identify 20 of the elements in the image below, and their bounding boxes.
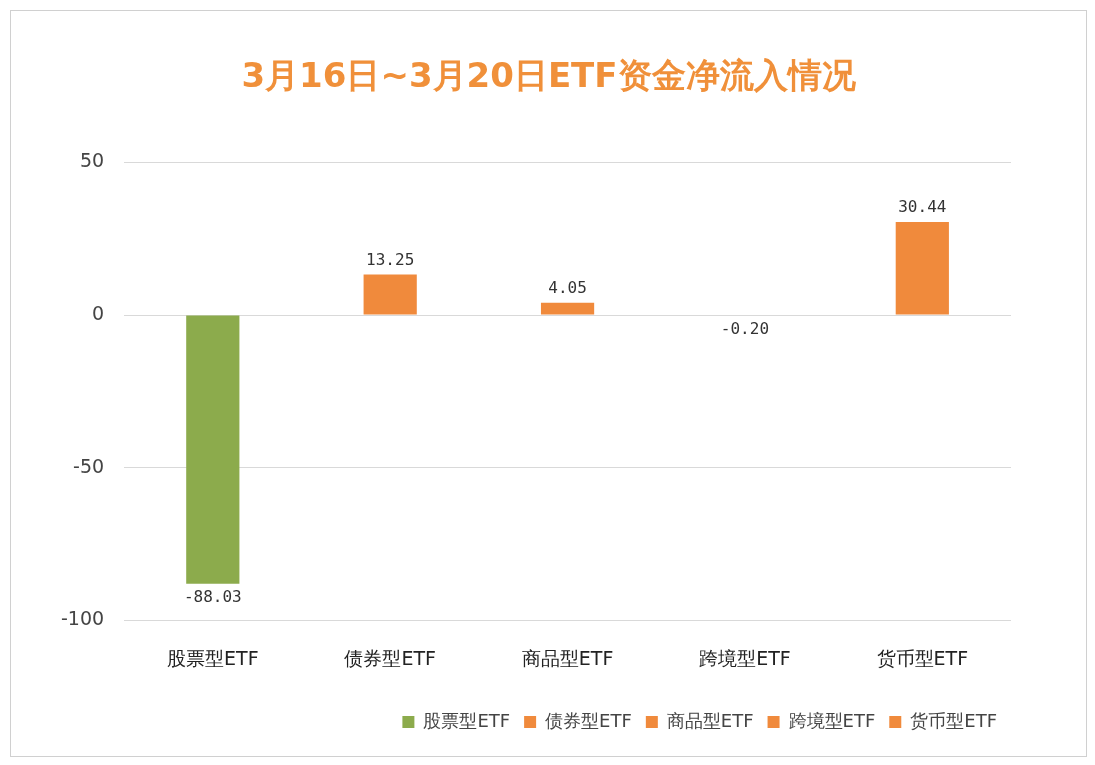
y-tick-label: 0 xyxy=(92,301,105,324)
data-label: 30.44 xyxy=(898,197,947,217)
legend-label: 债券型ETF xyxy=(545,709,632,731)
x-tick-label: 货币型ETF xyxy=(876,646,969,669)
x-tick-label: 债券型ETF xyxy=(344,646,436,669)
chart-title: 3月16日~3月20日ETF资金净流入情况 xyxy=(240,54,857,97)
data-label: 13.25 xyxy=(366,249,415,269)
legend-label: 跨境型ETF xyxy=(788,709,876,731)
legend-label: 货币型ETF xyxy=(910,709,998,731)
data-label: -88.03 xyxy=(183,586,242,606)
legend-label: 股票型ETF xyxy=(423,709,511,731)
x-tick-label: 商品型ETF xyxy=(521,646,614,669)
y-tick-label: -100 xyxy=(61,607,105,630)
data-label: -0.20 xyxy=(720,318,770,338)
legend-label: 商品型ETF xyxy=(666,709,754,731)
x-tick-label: 股票型ETF xyxy=(167,646,259,669)
y-tick-label: 50 xyxy=(79,149,105,172)
data-label: 4.05 xyxy=(548,277,587,297)
x-tick-label: 跨境型ETF xyxy=(699,646,791,669)
y-tick-label: -50 xyxy=(73,454,105,477)
